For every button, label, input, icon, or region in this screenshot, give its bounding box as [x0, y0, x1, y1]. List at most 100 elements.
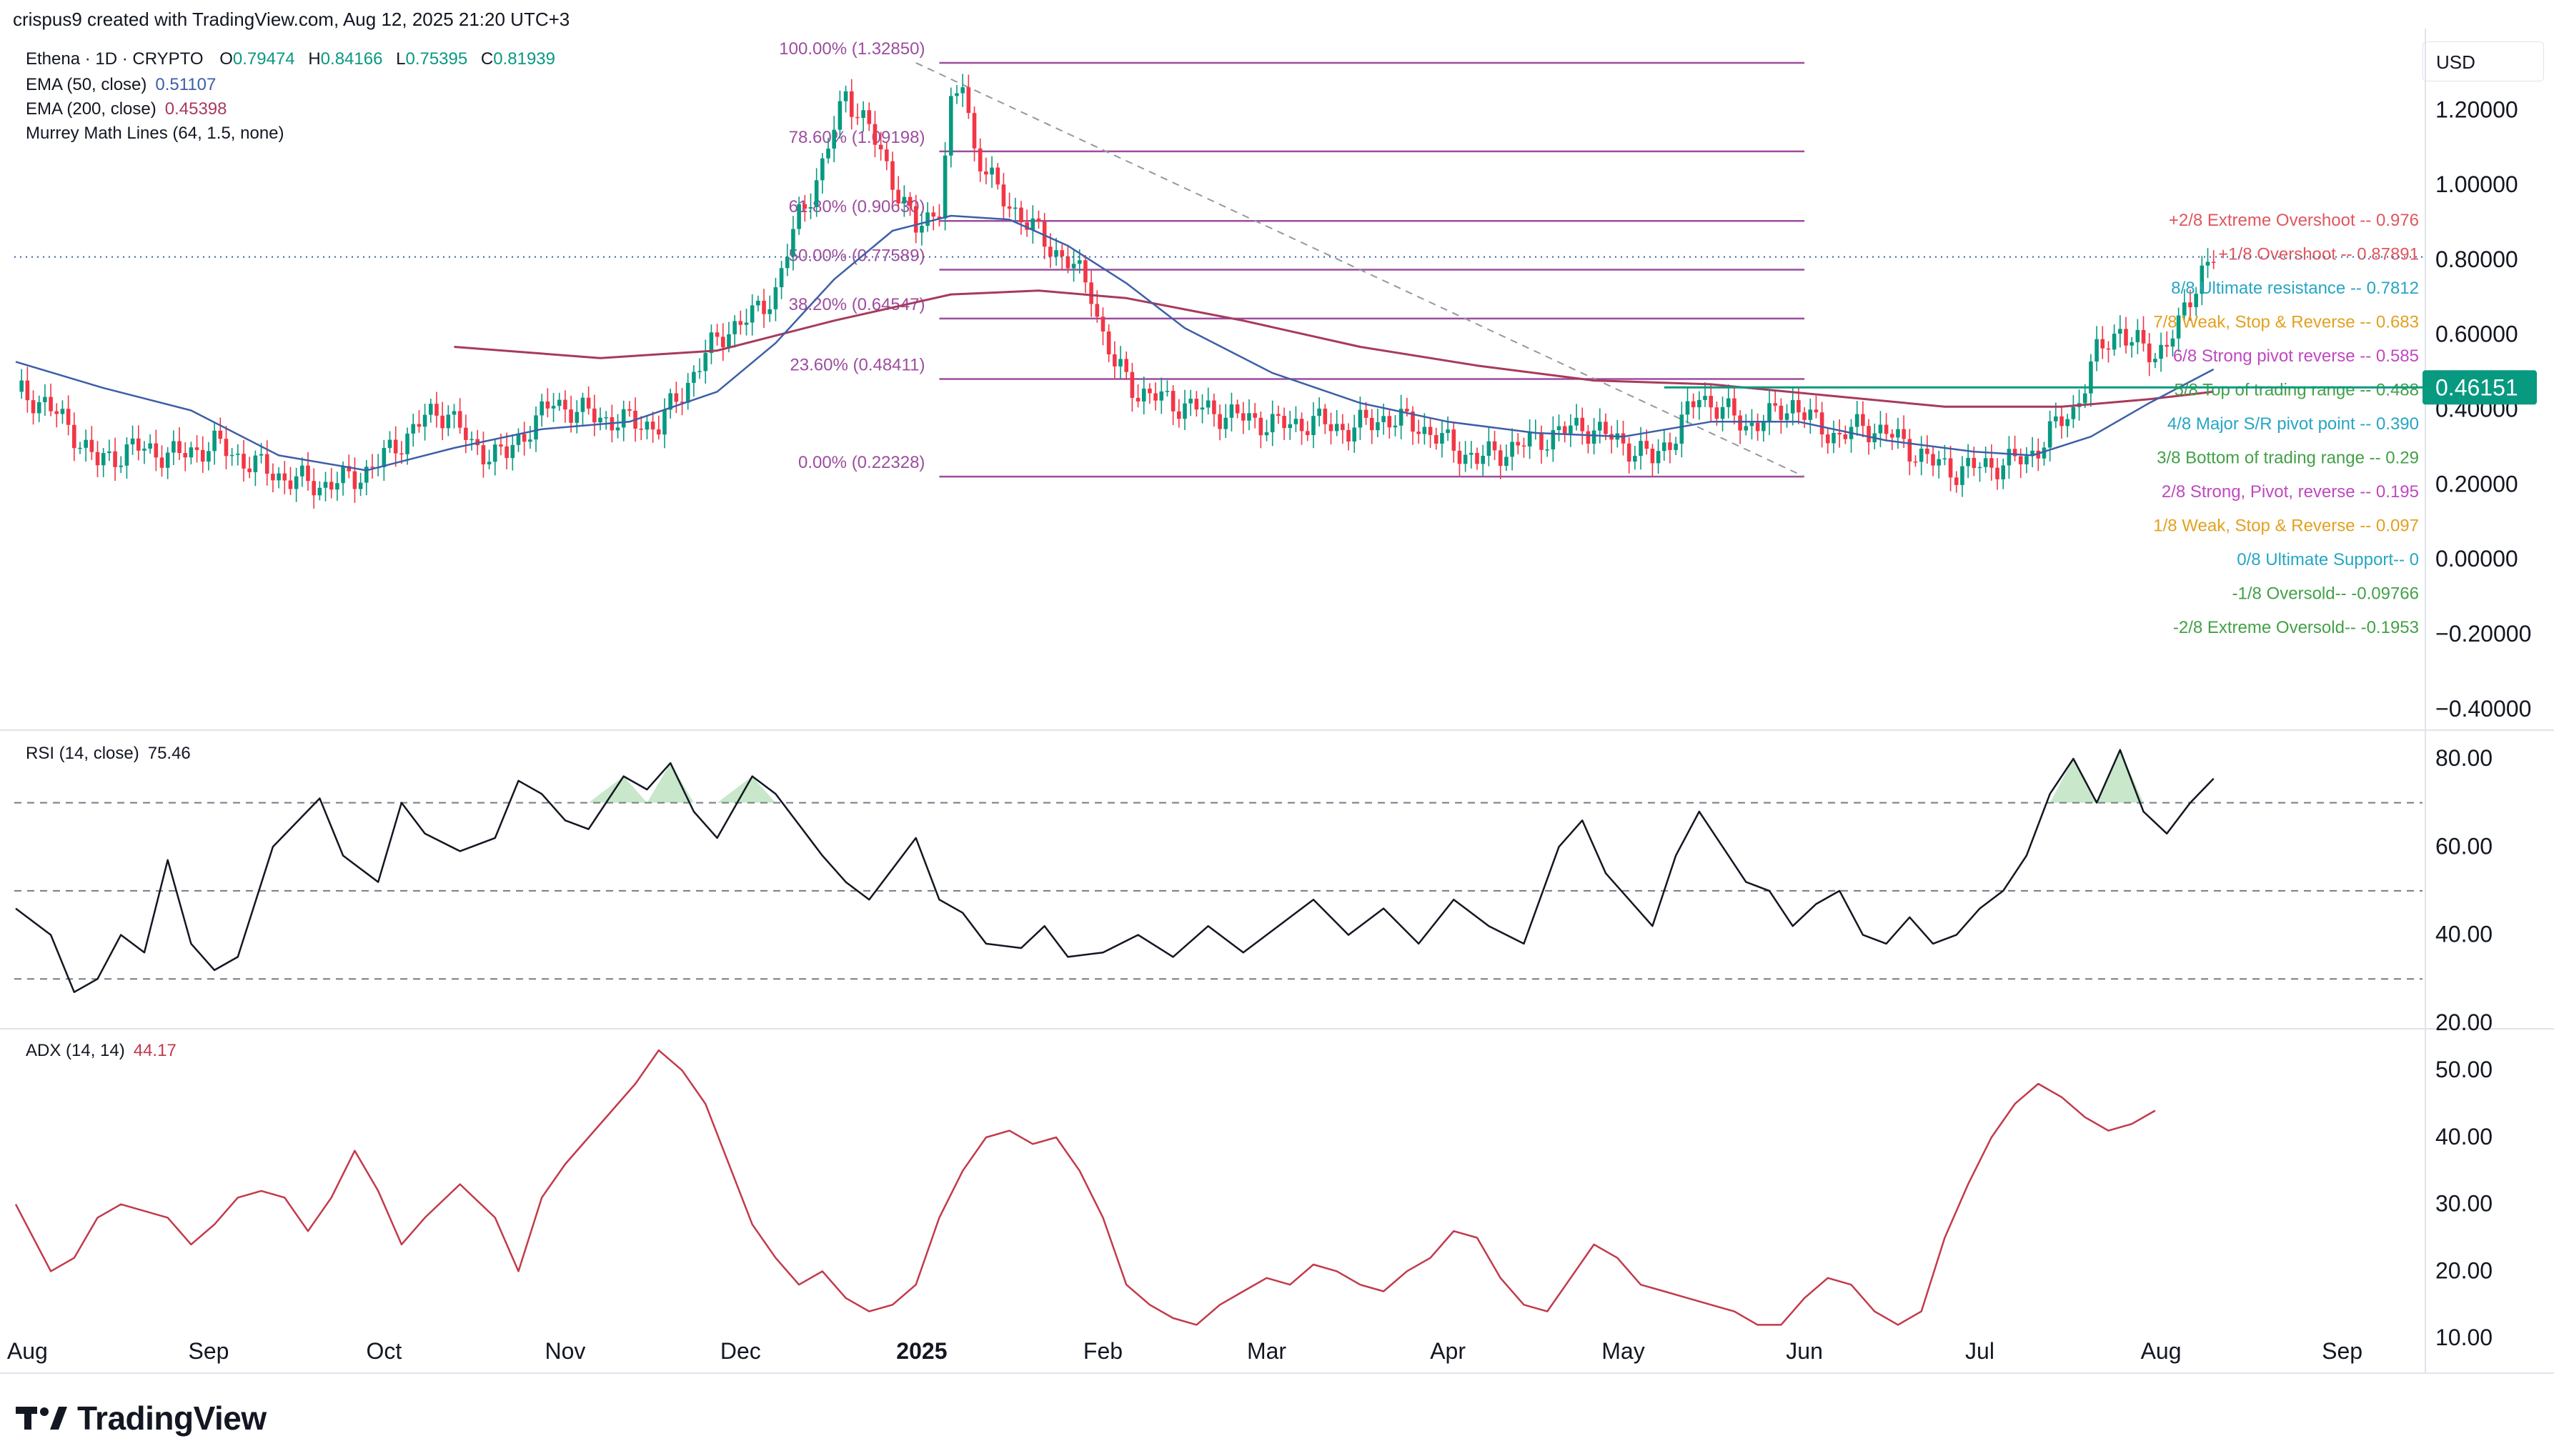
- candle-body: [1071, 264, 1076, 269]
- candle-body: [247, 468, 252, 472]
- candle-body: [2018, 456, 2023, 464]
- candle-body: [1854, 414, 1859, 427]
- adx-tick-label: 40.00: [2435, 1124, 2493, 1150]
- candle-body: [1030, 218, 1035, 230]
- candle-body: [873, 124, 878, 145]
- fib-level-label: 50.00% (0.77589): [789, 246, 925, 266]
- candle-body: [1784, 413, 1789, 420]
- price-tick-label: −0.40000: [2435, 696, 2531, 722]
- candle-body: [72, 424, 76, 449]
- price-tag-box: [2423, 370, 2537, 405]
- legend-high: 0.84166: [321, 49, 383, 69]
- price-tick-label: 0.60000: [2435, 321, 2518, 347]
- candle-body: [1808, 409, 1813, 420]
- candle-body: [411, 424, 416, 434]
- candle-body: [1130, 372, 1135, 398]
- attribution-header: crispus9 created with TradingView.com, A…: [13, 9, 570, 30]
- candle-body: [510, 444, 515, 459]
- price-tick-label: 0.80000: [2435, 246, 2518, 272]
- candle-body: [1422, 427, 1427, 434]
- candle-body: [878, 144, 883, 150]
- candle-body: [422, 414, 427, 427]
- candle-body: [1797, 400, 1801, 413]
- currency-selector[interactable]: USD: [2423, 41, 2544, 81]
- candle-body: [575, 412, 580, 423]
- candle-body: [943, 155, 948, 219]
- tradingview-logo[interactable]: TradingView: [16, 1399, 267, 1437]
- candle-body: [259, 454, 264, 456]
- time-tick-label: 2025: [896, 1338, 947, 1364]
- adx-tick-label: 20.00: [2435, 1257, 2493, 1283]
- candle-body: [1814, 409, 1819, 413]
- candle-body: [1305, 431, 1310, 435]
- candle-body: [1896, 429, 1900, 438]
- candle-body: [2024, 456, 2029, 464]
- legend-close: 0.81939: [493, 49, 555, 69]
- candle-body: [1626, 443, 1631, 462]
- candle-body: [902, 196, 907, 204]
- legend-ema200: EMA (200, close): [26, 99, 156, 119]
- candle-body: [1907, 439, 1912, 462]
- ema-50-path: [15, 214, 2215, 472]
- fib-retracement[interactable]: 100.00% (1.32850)78.60% (1.09198)61.80% …: [779, 39, 1805, 478]
- candle-body: [2082, 393, 2087, 404]
- candle-body: [1972, 457, 1977, 469]
- candle-body: [516, 434, 521, 445]
- candle-body: [264, 454, 269, 474]
- candle-body: [2054, 416, 2058, 422]
- fib-level-label: 100.00% (1.32850): [779, 39, 925, 59]
- candle-body: [1819, 412, 1824, 435]
- candle-body: [1288, 424, 1293, 429]
- candle-body: [2159, 344, 2163, 359]
- price-tick-label: 1.20000: [2435, 96, 2518, 122]
- candle-body: [1639, 441, 1643, 457]
- candle-body: [984, 171, 988, 175]
- price-axis[interactable]: 1.200001.000000.800000.600000.400000.200…: [14, 96, 2537, 722]
- candle-body: [545, 401, 550, 409]
- trend-line-dashed: [915, 62, 1805, 478]
- candle-body: [1159, 391, 1164, 401]
- candle-body: [148, 443, 152, 449]
- candle-body: [1621, 433, 1626, 444]
- candle-body: [1212, 400, 1216, 414]
- candle-body: [727, 334, 731, 348]
- candle-body: [2153, 359, 2157, 363]
- candle-body: [808, 206, 813, 209]
- candle-body: [1001, 184, 1006, 206]
- rsi-legend: RSI (14, close): [26, 744, 139, 763]
- price-tick-label: 0.00000: [2435, 546, 2518, 572]
- candle-body: [1569, 425, 1573, 434]
- candle-body: [1451, 429, 1456, 451]
- candle-body: [913, 206, 918, 233]
- candle-body: [1942, 458, 1947, 460]
- candle-body: [457, 411, 462, 428]
- candle-body: [212, 430, 217, 452]
- candle-body: [382, 448, 387, 467]
- candle-body: [2042, 447, 2047, 459]
- time-axis[interactable]: Aug Sep Oct Nov Dec 2025 Feb Mar Apr May Jun Jul Aug…: [7, 1338, 2362, 1364]
- murrey-math-labels: +2/8 Extreme Overshoot -- 0.976 +1/8 Over…: [2153, 211, 2419, 637]
- candle-body: [820, 158, 825, 181]
- candle-body: [1767, 403, 1772, 422]
- candle-body: [119, 465, 124, 467]
- candle-body: [838, 101, 843, 130]
- candle-body: [1218, 414, 1222, 429]
- candle-body: [685, 382, 690, 403]
- candle-body: [1527, 432, 1532, 447]
- candle-body: [113, 451, 117, 467]
- candle-body: [1200, 407, 1205, 410]
- trend-line[interactable]: [915, 62, 1805, 478]
- candle-body: [1738, 415, 1742, 431]
- candle-body: [797, 204, 801, 229]
- candle-body: [1153, 393, 1158, 401]
- candle-body: [1867, 426, 1871, 443]
- candle-body: [2211, 261, 2216, 263]
- candle-body: [832, 129, 836, 149]
- price-tick-label: −0.20000: [2435, 621, 2531, 647]
- murrey-level-label: 5/8 Top of trading range -- 0.488: [2175, 381, 2419, 400]
- candle-body: [306, 465, 310, 482]
- candle-body: [1902, 429, 1906, 439]
- candle-body: [142, 448, 146, 451]
- candle-body: [1562, 426, 1567, 434]
